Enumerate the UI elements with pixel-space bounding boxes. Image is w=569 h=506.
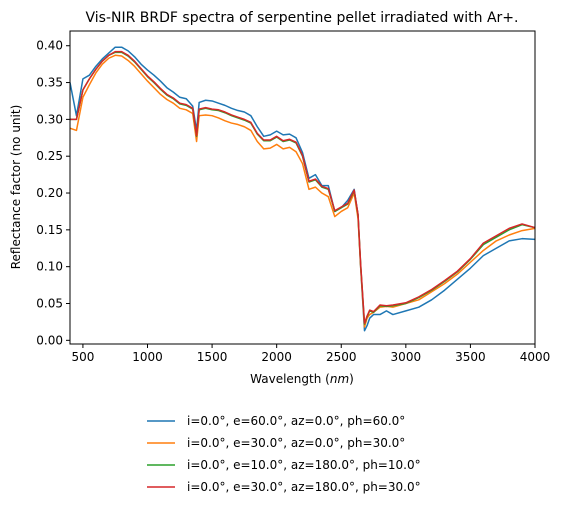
x-tick-label: 2000 — [261, 350, 292, 364]
y-tick-label: 0.40 — [36, 39, 63, 53]
series-line-3 — [70, 51, 535, 325]
y-tick-label: 0.05 — [36, 296, 63, 310]
x-axis-label-prefix: Wavelength ( — [250, 372, 330, 386]
x-axis-label: Wavelength (nm) — [250, 372, 354, 386]
legend-label: i=0.0°, e=30.0°, az=0.0°, ph=30.0° — [187, 436, 405, 450]
x-axis-label-unit: nm — [330, 372, 349, 386]
series-layer — [70, 46, 535, 332]
x-tick-label: 1000 — [132, 350, 163, 364]
legend-label: i=0.0°, e=60.0°, az=0.0°, ph=60.0° — [187, 414, 405, 428]
legend-label: i=0.0°, e=30.0°, az=180.0°, ph=30.0° — [187, 480, 421, 494]
x-tick-label: 500 — [71, 350, 94, 364]
x-axis-label-suffix: ) — [349, 372, 354, 386]
x-tick-label: 2500 — [326, 350, 357, 364]
series-line-1 — [70, 46, 535, 332]
x-tick-label: 4000 — [520, 350, 551, 364]
x-tick-label: 3000 — [391, 350, 422, 364]
chart-title: Vis-NIR BRDF spectra of serpentine pelle… — [86, 10, 519, 26]
y-tick-label: 0.15 — [36, 223, 63, 237]
y-axis-label: Reflectance factor (no unit) — [9, 105, 23, 270]
series-line-4 — [70, 50, 535, 325]
x-tick-label: 1500 — [197, 350, 228, 364]
plot-area-frame — [69, 30, 536, 345]
axis-ticks: 500 1000 1500 2000 2500 3000 3500 4000 0.00 0.05 0… — [36, 39, 550, 364]
legend-label: i=0.0°, e=10.0°, az=180.0°, ph=10.0° — [187, 458, 421, 472]
series-line-2 — [70, 54, 535, 328]
legend: i=0.0°, e=60.0°, az=0.0°, ph=60.0° i=0.0°… — [147, 414, 421, 494]
y-tick-label: 0.10 — [36, 260, 63, 274]
y-tick-label: 0.25 — [36, 149, 63, 163]
y-tick-label: 0.30 — [36, 112, 63, 126]
y-tick-label: 0.35 — [36, 76, 63, 90]
y-tick-label: 0.00 — [36, 333, 63, 347]
x-tick-label: 3500 — [455, 350, 486, 364]
y-tick-label: 0.20 — [36, 186, 63, 200]
